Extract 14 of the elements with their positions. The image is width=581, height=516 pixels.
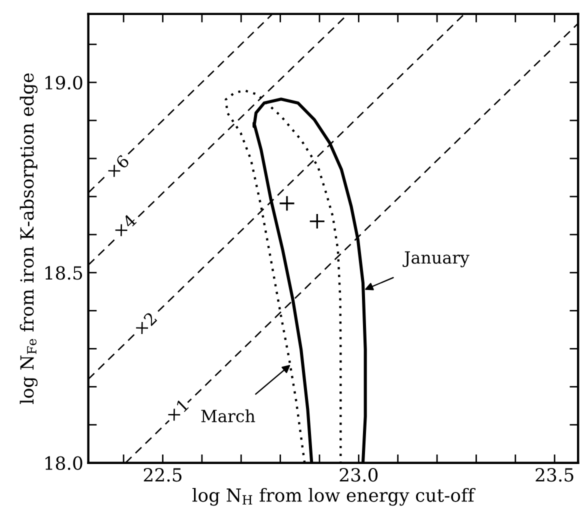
x-tick-label: 23.5 — [536, 468, 574, 482]
annotation: ×2 — [134, 312, 158, 335]
y-tick-label: 19.0 — [45, 76, 82, 90]
x-tick-label: 22.5 — [144, 468, 182, 482]
annotation: January — [402, 251, 470, 268]
annotation: ×1 — [166, 399, 189, 422]
annotation: ×4 — [112, 213, 137, 238]
x-axis-title: log N$_{H}$ from low energy cut-off — [192, 488, 476, 506]
x-tick-label: 23.0 — [340, 468, 378, 482]
y-axis-title: log N$_{Fe}$ from iron K-absorption edge — [20, 73, 38, 404]
annotation: ×6 — [106, 154, 130, 178]
annotation: March — [201, 409, 256, 422]
y-tick-label: 18.0 — [45, 456, 82, 470]
y-tick-label: 18.5 — [45, 266, 82, 280]
